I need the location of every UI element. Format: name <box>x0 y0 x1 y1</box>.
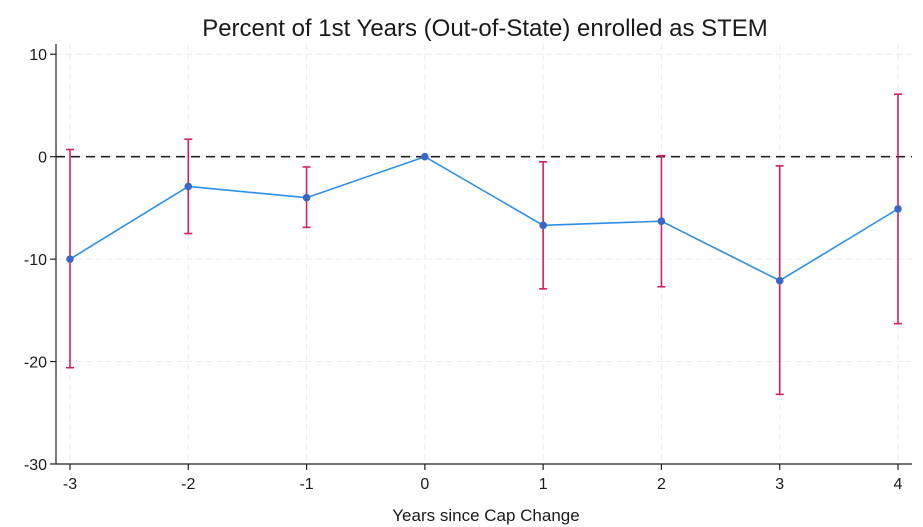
y-tick-label: -20 <box>24 355 47 372</box>
grid-layer <box>56 44 912 465</box>
data-point <box>539 221 547 230</box>
x-tick-label: 2 <box>657 476 666 493</box>
data-point-layer <box>66 152 902 285</box>
y-tick-label: -10 <box>24 252 47 269</box>
data-point <box>775 276 784 285</box>
x-tick-label: 4 <box>894 476 903 493</box>
series-line-layer <box>69 155 899 282</box>
x-tick-label: -3 <box>63 476 77 493</box>
tick-label-layer: 100-10-20-30-3 -2 -1 0 1 2 3 4 <box>24 47 903 493</box>
x-tick-label: 1 <box>539 476 548 493</box>
y-tick-label: 0 <box>38 150 47 167</box>
axes-layer <box>50 44 912 470</box>
x-axis-label: Years since Cap Change <box>392 506 579 525</box>
data-point <box>894 205 902 213</box>
error-bar-layer <box>66 93 902 396</box>
y-tick-label: 10 <box>29 47 47 64</box>
data-point <box>657 217 666 226</box>
x-tick-label: -1 <box>299 476 313 493</box>
x-tick-label: 0 <box>420 476 429 493</box>
data-point <box>184 182 193 191</box>
series-line <box>69 155 899 282</box>
x-tick-label: -2 <box>181 476 195 493</box>
y-tick-label: -30 <box>24 457 47 474</box>
data-point <box>302 193 311 202</box>
data-point <box>66 255 74 263</box>
chart-title: Percent of 1st Years (Out-of-State) enro… <box>202 15 768 42</box>
x-tick-label: 3 <box>775 476 784 493</box>
data-point <box>421 152 429 161</box>
